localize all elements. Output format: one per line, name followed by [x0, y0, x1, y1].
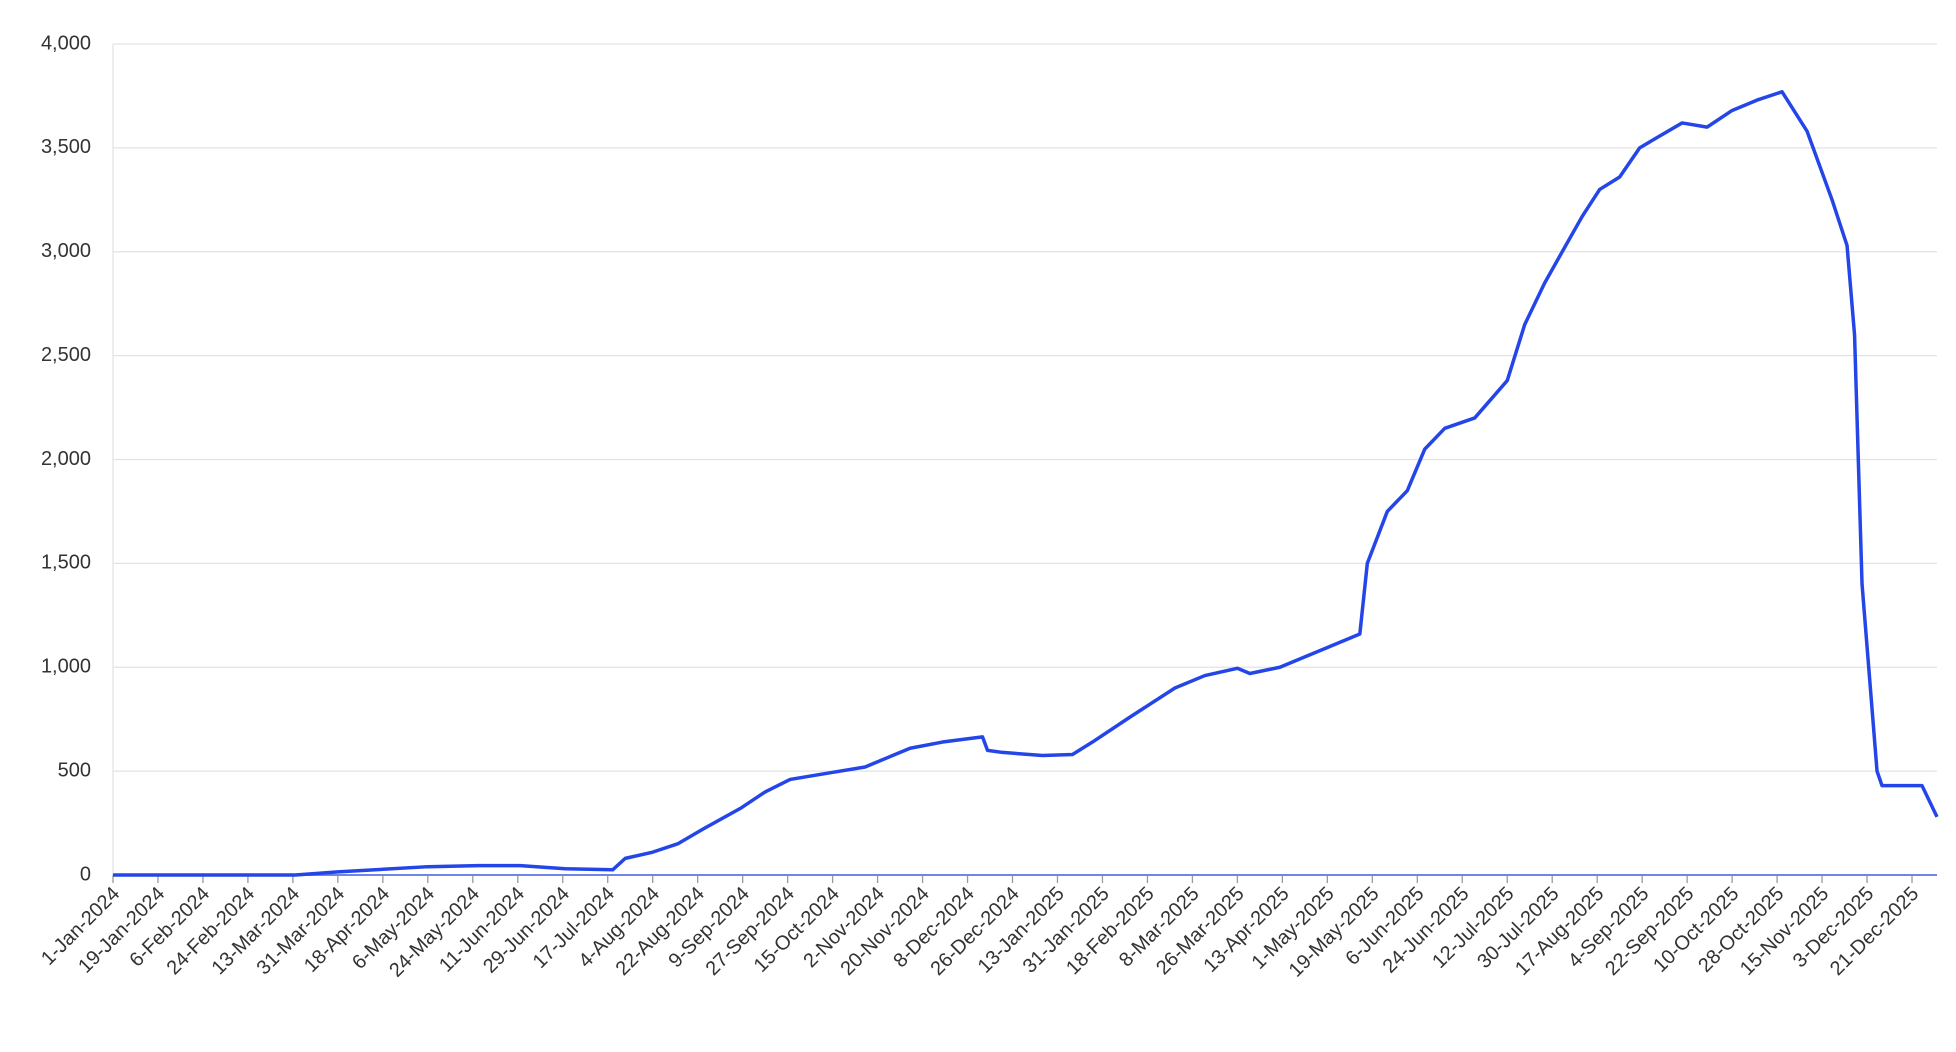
y-tick-label: 500 [58, 759, 91, 781]
y-tick-label: 3,500 [41, 136, 91, 158]
y-tick-label: 4,000 [41, 32, 91, 54]
y-tick-label: 2,500 [41, 344, 91, 366]
y-tick-label: 1,000 [41, 656, 91, 678]
y-tick-label: 3,000 [41, 240, 91, 262]
y-tick-label: 2,000 [41, 448, 91, 470]
y-tick-label: 0 [80, 863, 91, 885]
data-line [113, 90, 1939, 877]
y-tick-label: 1,500 [41, 552, 91, 574]
